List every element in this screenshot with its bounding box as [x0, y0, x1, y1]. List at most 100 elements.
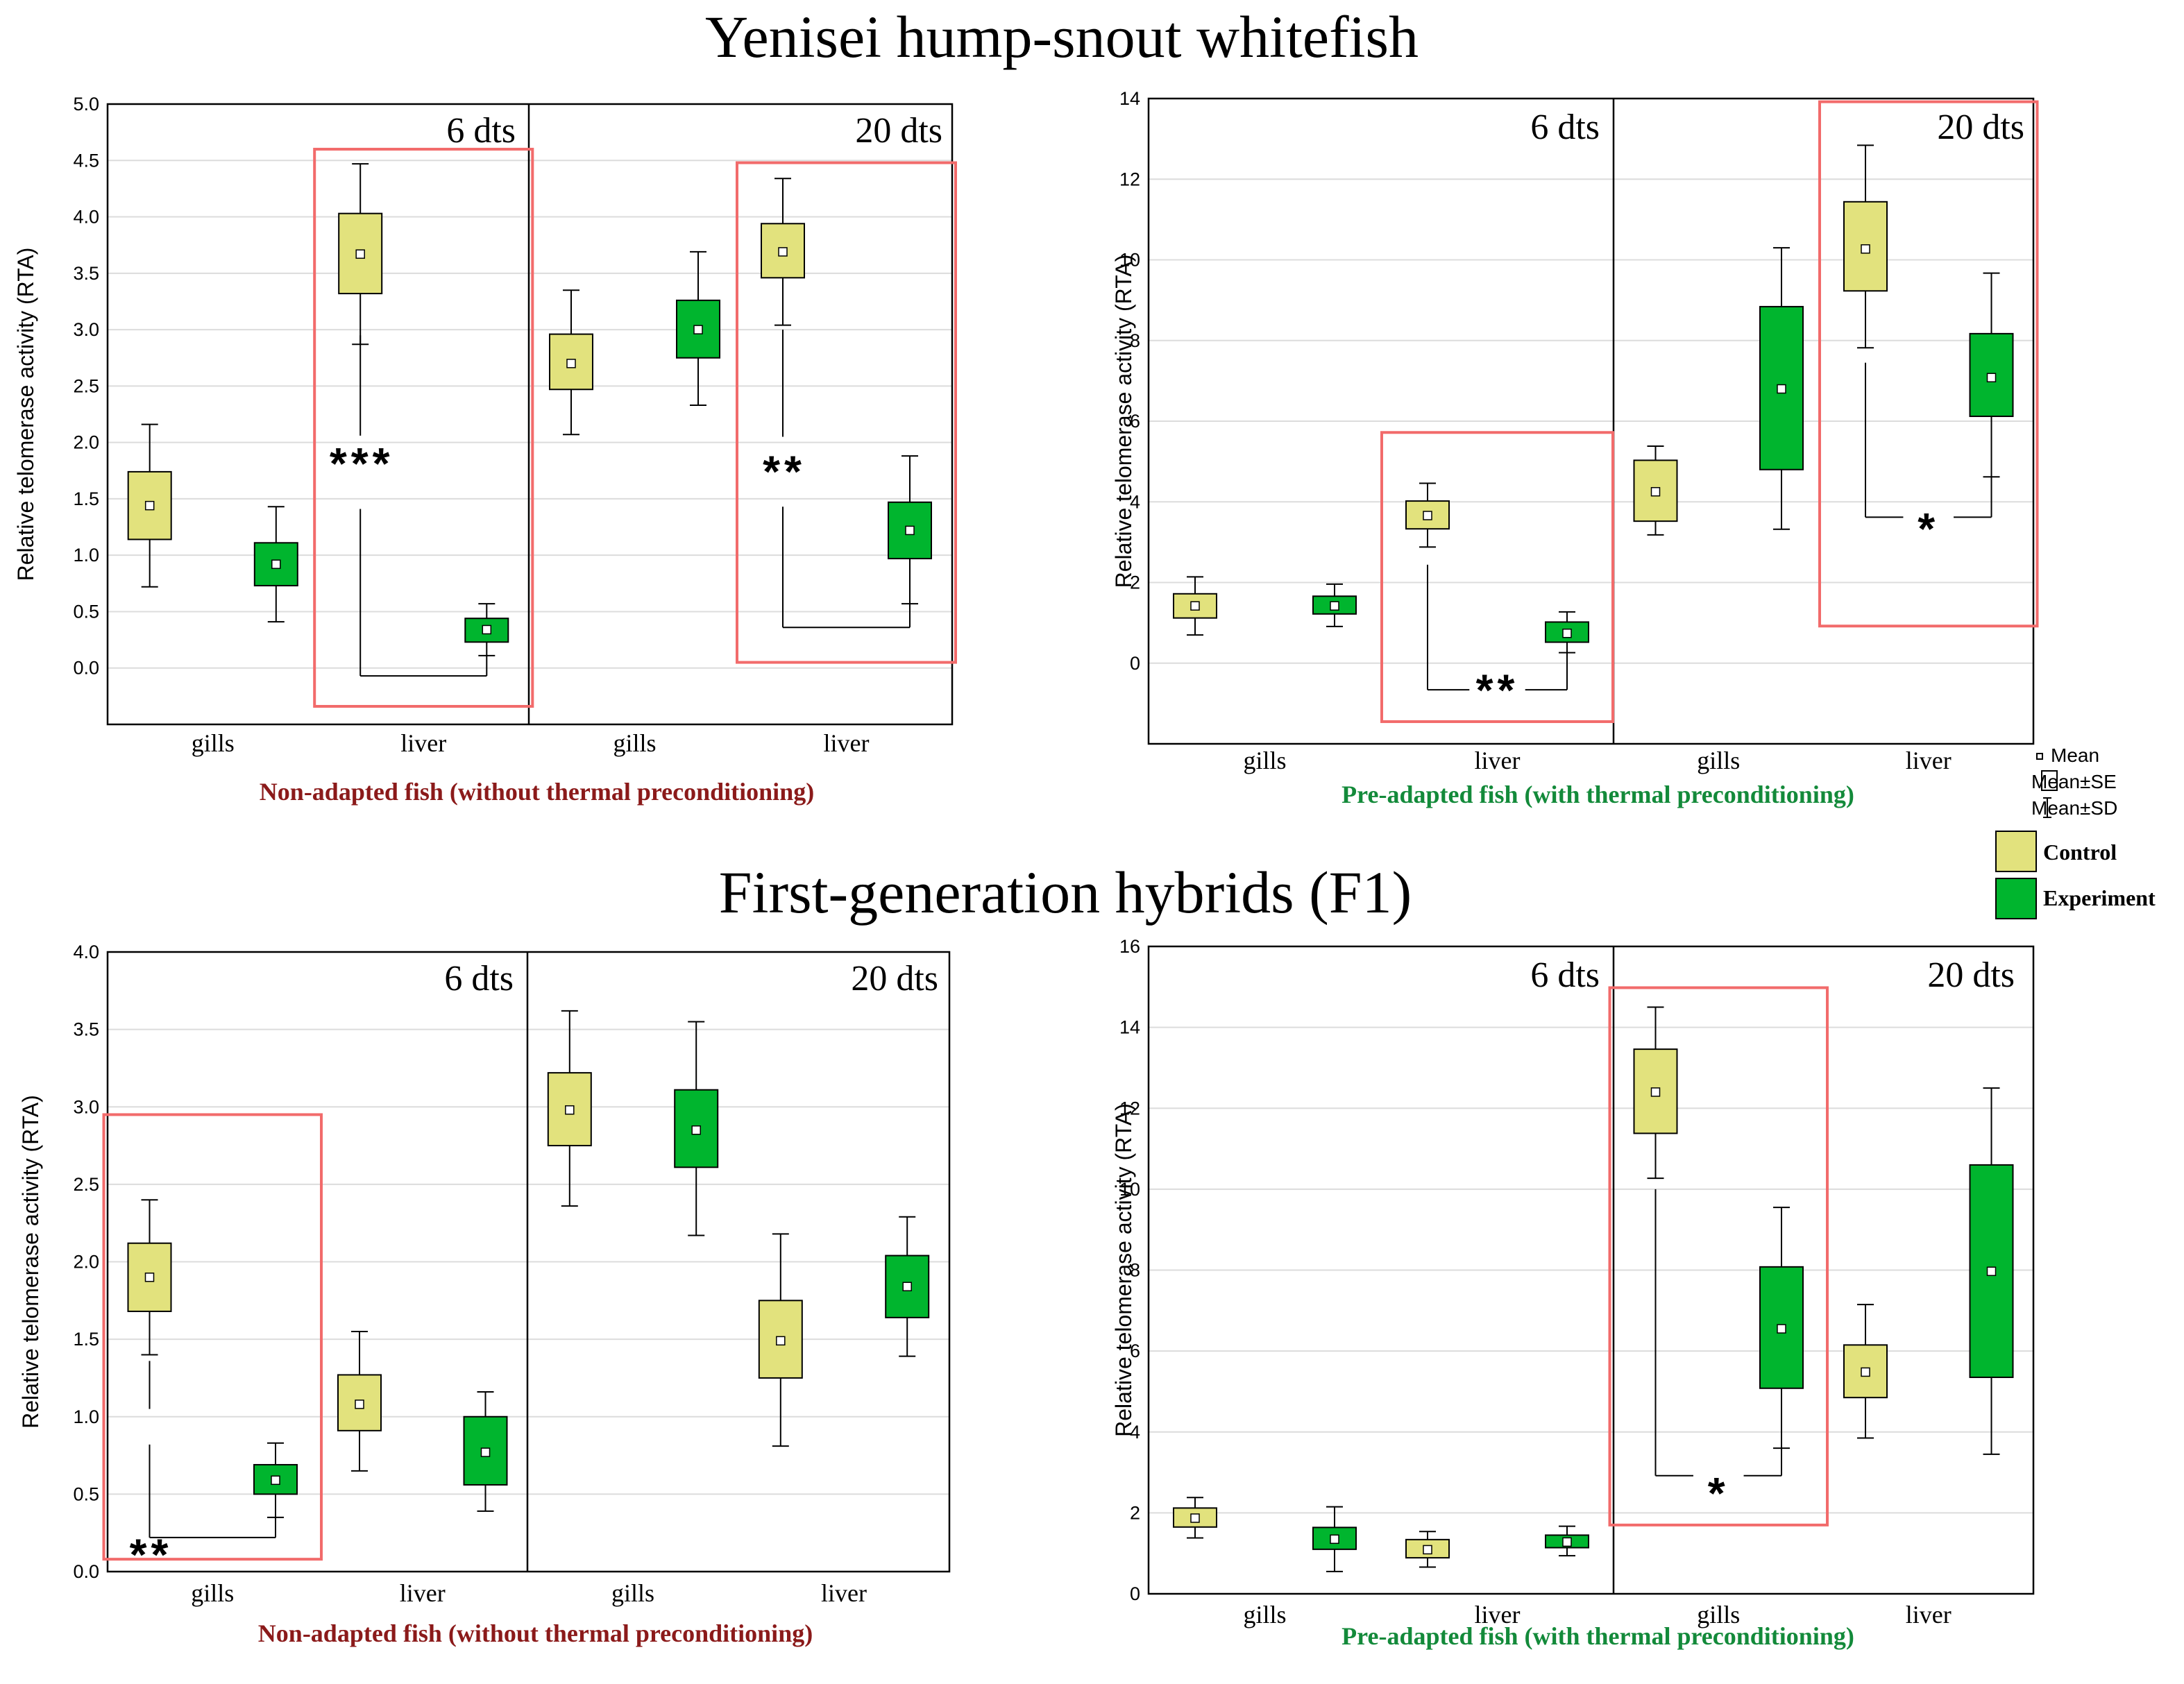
se-box: [1545, 621, 1589, 643]
period-label: 20 dts: [851, 959, 938, 998]
y-tick-label: 2.0: [73, 432, 99, 453]
y-tick-label: 3.0: [73, 1096, 99, 1117]
mean-marker: [271, 1475, 280, 1486]
mean-marker: [1562, 1537, 1572, 1547]
significance-highlight: [1380, 431, 1614, 724]
y-tick-label: 3.5: [73, 1019, 99, 1040]
y-tick-label: 5.0: [73, 94, 99, 114]
y-tick-label: 2: [1130, 572, 1140, 593]
y-tick-label: 0: [1130, 653, 1140, 674]
significance-highlight: [1818, 100, 2039, 628]
mean-marker: [1777, 384, 1786, 394]
plot-frame: [106, 103, 954, 726]
x-category-label: liver: [1906, 1601, 1952, 1628]
y-axis-label: Relative telomerase activity (RTA): [13, 248, 38, 581]
y-tick-label: 14: [1119, 1017, 1140, 1038]
y-tick-label: 4.5: [73, 150, 99, 171]
mean-marker: [566, 359, 576, 368]
y-tick-label: 6: [1130, 1341, 1140, 1361]
se-box: [253, 1463, 298, 1495]
y-tick-label: 0.5: [73, 601, 99, 622]
plot-frame: [1147, 945, 2035, 1595]
mean-marker: [1650, 486, 1661, 497]
x-category-label: gills: [613, 729, 656, 757]
significance-stars: *: [1708, 1468, 1729, 1518]
panel-hybrids-pre-adapted: 0 2 4 6 8 10 12 14 16 Relative telomerase activit…: [1111, 936, 2035, 1650]
y-tick-label: 1.0: [73, 545, 99, 565]
mean-marker: [1777, 1324, 1786, 1334]
y-tick-label: 2.5: [73, 375, 99, 396]
x-category-label: gills: [1243, 1601, 1286, 1628]
period-label: 6 dts: [444, 959, 514, 998]
mean-marker: [1562, 628, 1572, 638]
y-tick-label: 2.5: [73, 1174, 99, 1195]
mean-marker: [1861, 1367, 1870, 1377]
y-tick-label: 6: [1130, 411, 1140, 432]
y-tick-label: 1.0: [73, 1406, 99, 1427]
mean-marker: [902, 1282, 912, 1291]
legend-control-swatch: [1995, 831, 2037, 872]
y-tick-label: 0.5: [73, 1483, 99, 1504]
mean-marker: [144, 1273, 155, 1282]
y-tick-label: 2.0: [73, 1252, 99, 1273]
y-tick-label: 16: [1119, 936, 1140, 957]
mean-marker: [1330, 601, 1339, 611]
panel-caption: Non-adapted fish (without thermal precon…: [260, 778, 814, 806]
significance-stars: **: [130, 1530, 173, 1580]
x-category-label: gills: [1697, 747, 1740, 774]
mean-marker: [355, 249, 365, 259]
plot-frame: [1147, 97, 2035, 745]
mean-marker: [565, 1105, 575, 1115]
mean-marker: [480, 1447, 491, 1457]
y-tick-label: 8: [1130, 1260, 1140, 1281]
mean-marker: [482, 624, 492, 635]
y-tick-label: 0.0: [73, 1561, 99, 1582]
mean-marker: [691, 1125, 701, 1135]
panel-caption: Pre-adapted fish (with thermal precondit…: [1341, 781, 1854, 808]
y-tick-label: 4: [1130, 491, 1140, 512]
panel-hybrids-non-adapted: 0.0 0.5 1.0 1.5 2.0 2.5 3.0 3.5 4.0 Relative telo…: [18, 942, 951, 1647]
panel-whitefish-pre-adapted: 0 2 4 6 8 10 12 14 Relative telomerase activity …: [1111, 88, 2039, 808]
significance-stars: ***: [330, 439, 394, 488]
y-tick-label: 4.0: [73, 942, 99, 962]
y-tick-label: 12: [1119, 169, 1140, 189]
mean-marker: [776, 1336, 786, 1346]
y-tick-label: 3.0: [73, 319, 99, 340]
mean-marker: [144, 500, 155, 511]
significance-stars: *: [1918, 504, 1939, 554]
mean-marker: [1190, 601, 1200, 611]
se-box: [464, 618, 509, 643]
significance-highlight: [736, 161, 957, 664]
y-tick-label: 8: [1130, 330, 1140, 351]
x-category-label: liver: [1475, 1601, 1521, 1628]
significance-stars: **: [1476, 665, 1519, 715]
y-tick-label: 3.5: [73, 263, 99, 284]
x-category-label: liver: [824, 729, 870, 757]
title-bottom: First-generation hybrids (F1): [719, 859, 1412, 926]
se-box: [761, 223, 805, 279]
mean-marker: [355, 1400, 364, 1409]
period-label: 20 dts: [1937, 108, 2024, 147]
period-label: 6 dts: [446, 111, 516, 151]
period-label: 6 dts: [1530, 955, 1600, 995]
x-category-label: liver: [400, 1579, 446, 1607]
y-tick-label: 14: [1119, 88, 1140, 109]
se-box: [338, 212, 383, 295]
mean-marker: [1423, 511, 1432, 520]
mean-marker: [1330, 1534, 1339, 1545]
legend-sd-marker: [2043, 797, 2051, 818]
significance-stars: **: [763, 447, 806, 497]
legend-experiment-label: Experiment: [2043, 885, 2156, 910]
se-box: [888, 501, 932, 560]
y-tick-label: 1.5: [73, 488, 99, 509]
legend-se-label: Mean±SE: [2031, 771, 2117, 792]
x-category-label: gills: [1697, 1601, 1740, 1628]
plot-frame: [106, 951, 951, 1573]
x-category-label: gills: [191, 1579, 234, 1607]
mean-marker: [905, 525, 915, 536]
mean-marker: [1986, 1266, 1997, 1276]
se-box: [674, 1089, 719, 1168]
mean-marker: [693, 325, 703, 334]
legend-se-marker: [2041, 770, 2058, 791]
